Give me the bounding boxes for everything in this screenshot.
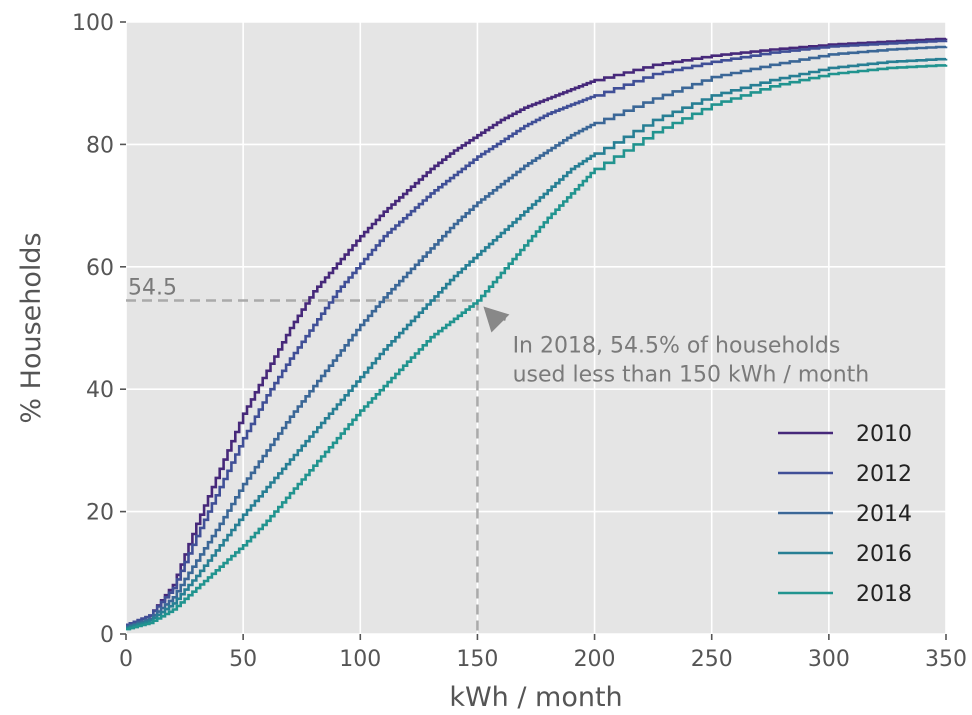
series-line-2018 (126, 64, 948, 631)
y-tick-label: 20 (86, 501, 114, 526)
annotation-text-line1: In 2018, 54.5% of households (513, 333, 841, 358)
legend-label-2018: 2018 (856, 582, 912, 607)
series-lines (126, 37, 948, 631)
x-tick-label: 300 (808, 647, 850, 672)
annotation: 54.5 In 2018, 54.5% of households used l… (128, 275, 869, 387)
axis-ticks: 0 50 100 150 200 250 300 350 0 20 40 60 80 100 (72, 11, 967, 672)
x-tick-label: 250 (691, 647, 733, 672)
x-axis-label: kWh / month (449, 682, 622, 713)
annotation-text-line2: used less than 150 kWh / month (513, 362, 870, 387)
series-line-2016 (126, 57, 948, 630)
series-line-2012 (126, 39, 948, 627)
series-line-2014 (126, 45, 948, 628)
x-tick-label: 100 (339, 647, 381, 672)
legend-label-2016: 2016 (856, 542, 912, 567)
y-tick-label: 100 (72, 11, 114, 36)
x-tick-label: 350 (925, 647, 967, 672)
x-tick-label: 50 (229, 647, 257, 672)
y-tick-label: 40 (86, 378, 114, 403)
x-tick-label: 150 (456, 647, 498, 672)
x-tick-label: 0 (119, 647, 133, 672)
legend: 2010 2012 2014 2016 2018 (778, 422, 912, 607)
legend-label-2014: 2014 (856, 502, 912, 527)
annotation-arrow-head (483, 306, 510, 333)
series-line-2010 (126, 37, 948, 627)
legend-label-2012: 2012 (856, 462, 912, 487)
reference-lines (126, 299, 479, 634)
y-tick-label: 60 (86, 256, 114, 281)
y-tick-label: 80 (86, 133, 114, 158)
plot-background (126, 22, 946, 634)
legend-label-2010: 2010 (856, 422, 912, 447)
annotation-value-label: 54.5 (128, 275, 177, 300)
y-axis-label: % Households (16, 232, 47, 423)
y-tick-label: 0 (100, 623, 114, 648)
x-tick-label: 200 (574, 647, 616, 672)
